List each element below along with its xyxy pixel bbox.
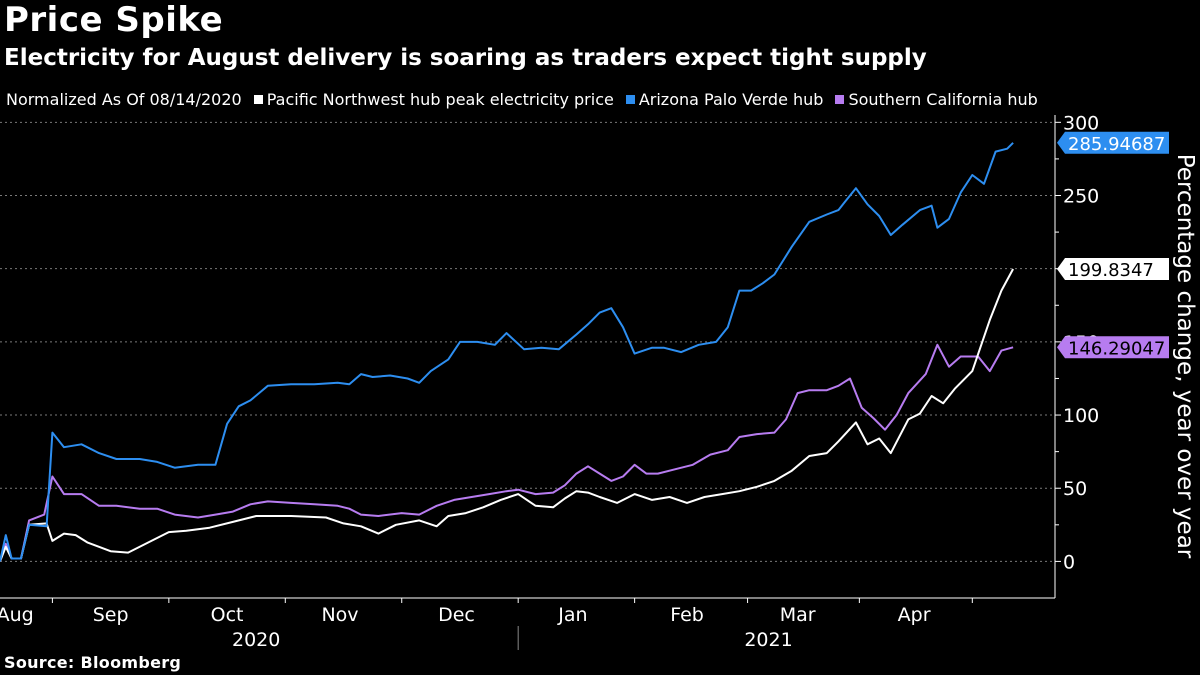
year-label: 2020 (232, 629, 280, 651)
x-tick-label: Feb (670, 604, 704, 626)
year-label: 2021 (744, 629, 792, 651)
y-tick-label: 300 (1063, 112, 1099, 134)
chart-subtitle: Electricity for August delivery is soari… (4, 45, 927, 71)
end-value-box (1057, 257, 1169, 280)
legend-label-arizona: Arizona Palo Verde hub (638, 90, 824, 109)
x-tick-label: Dec (438, 604, 475, 626)
end-value-label: 285.94687 (1068, 134, 1165, 155)
y-tick-label: 100 (1063, 405, 1099, 427)
source-note: Source: Bloomberg (4, 653, 182, 672)
y-tick-label: 50 (1063, 478, 1087, 500)
legend-swatch-pacific (253, 95, 263, 104)
x-tick-label: Apr (898, 604, 931, 626)
end-value-box (1057, 131, 1169, 154)
series-line (0, 142, 1014, 562)
x-tick-label: Aug (0, 604, 34, 626)
x-tick-label: Nov (321, 604, 358, 626)
end-value-label: 146.29047 (1068, 338, 1165, 359)
legend-normalized-note: Normalized As Of 08/14/2020 (6, 90, 242, 109)
chart-title: Price Spike (4, 0, 224, 40)
x-tick-label: Mar (780, 604, 816, 626)
end-value-label: 199.8347 (1068, 260, 1154, 281)
y-tick-label: 250 (1063, 186, 1099, 208)
x-tick-label: Oct (211, 604, 244, 626)
legend: Normalized As Of 08/14/2020 Pacific Nort… (6, 90, 1038, 109)
legend-label-socal: Southern California hub (848, 90, 1038, 109)
series-line (0, 343, 1014, 562)
x-tick-label: Jan (557, 604, 587, 626)
y-tick-label: 0 (1063, 551, 1075, 573)
legend-swatch-socal (835, 95, 845, 104)
x-tick-label: Sep (93, 604, 129, 626)
end-value-box (1057, 336, 1169, 359)
y-axis-title: Percentage change, year over year (1172, 154, 1198, 559)
legend-label-pacific: Pacific Northwest hub peak electricity p… (266, 90, 614, 109)
series-line (0, 268, 1014, 562)
legend-swatch-arizona (625, 95, 635, 104)
